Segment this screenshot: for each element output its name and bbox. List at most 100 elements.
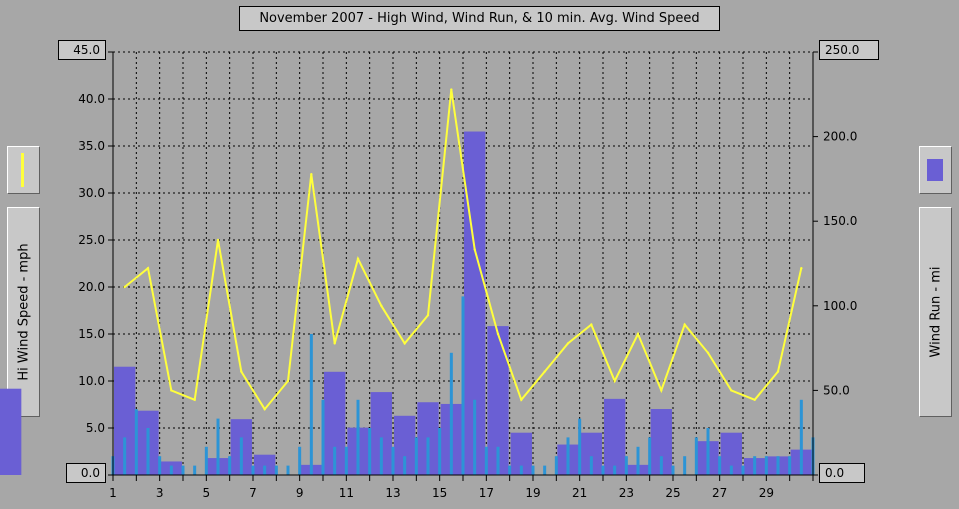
- hi-wind-point: [520, 398, 523, 401]
- avg-speed-bar: [519, 465, 523, 475]
- avg-speed-bar: [123, 437, 127, 475]
- avg-speed-bar: [321, 399, 325, 475]
- avg-speed-bar: [788, 456, 792, 475]
- avg-speed-bar: [344, 446, 348, 475]
- wind-run-bar: [510, 432, 532, 475]
- x-tick-label: 17: [479, 486, 494, 500]
- avg-speed-bar: [753, 456, 757, 475]
- avg-speed-bar: [356, 399, 360, 475]
- x-tick-label: 25: [665, 486, 680, 500]
- avg-speed-bar: [216, 418, 220, 475]
- avg-speed-bar: [624, 456, 628, 475]
- hi-wind-line-swatch: [21, 153, 24, 187]
- avg-speed-bar: [508, 465, 512, 475]
- hi-wind-point: [403, 342, 406, 345]
- avg-speed-bar: [181, 465, 185, 475]
- avg-speed-bar: [659, 456, 663, 475]
- avg-speed-bar: [578, 418, 582, 475]
- hi-wind-point: [310, 173, 313, 176]
- hi-wind-point: [543, 370, 546, 373]
- hi-wind-point: [170, 389, 173, 392]
- chart-title: November 2007 - High Wind, Wind Run, & 1…: [239, 6, 720, 31]
- right-tick-label: 200.0: [823, 130, 857, 144]
- avg-speed-bar: [169, 465, 173, 475]
- avg-speed-bar: [204, 446, 208, 475]
- avg-speed-bar: [239, 437, 243, 475]
- hi-wind-point: [216, 238, 220, 242]
- right-tick-label: 50.0: [823, 383, 850, 397]
- x-tick-label: 11: [339, 486, 354, 500]
- avg-speed-bar: [274, 465, 278, 475]
- wind-run-bar: [720, 432, 742, 475]
- left-tick-label: 5.0: [86, 421, 105, 435]
- avg-speed-bar: [671, 465, 675, 475]
- left-tick-label: 35.0: [78, 139, 105, 153]
- hi-wind-point: [613, 379, 616, 383]
- hi-wind-point: [240, 370, 243, 373]
- avg-speed-bar: [391, 446, 395, 475]
- right-axis-max-box: 250.0: [819, 40, 879, 60]
- hi-wind-point: [146, 267, 150, 270]
- x-tick-label: 9: [296, 486, 304, 500]
- avg-speed-bar: [636, 446, 640, 475]
- avg-speed-bar: [484, 446, 488, 475]
- avg-speed-bar: [718, 456, 722, 475]
- avg-speed-bar: [543, 465, 547, 475]
- x-tick-label: 5: [203, 486, 211, 500]
- hi-wind-point: [496, 332, 500, 336]
- hi-wind-point: [356, 257, 360, 260]
- avg-speed-bar: [683, 456, 687, 475]
- avg-speed-bar: [473, 399, 477, 475]
- wind-run-bar: [254, 454, 276, 475]
- x-tick-label: 15: [432, 486, 447, 500]
- avg-speed-bar: [461, 296, 465, 475]
- hi-wind-point: [426, 314, 430, 317]
- avg-speed-bar: [263, 465, 267, 475]
- avg-speed-bar: [228, 456, 232, 475]
- avg-speed-bar: [648, 437, 652, 475]
- hi-wind-point: [590, 323, 593, 326]
- wind-run-bar: [580, 432, 602, 475]
- avg-speed-bar: [554, 456, 558, 475]
- right-tick-label: 100.0: [823, 299, 857, 313]
- avg-speed-bar: [158, 456, 162, 475]
- hi-wind-point: [753, 398, 756, 401]
- left-legend-swatch-box: [7, 146, 40, 194]
- hi-wind-point: [123, 285, 126, 289]
- avg-speed-bar: [286, 465, 290, 475]
- wind-run-bar: [324, 371, 346, 475]
- left-axis-max-box: 45.0: [58, 40, 106, 60]
- avg-speed-bar: [799, 399, 803, 475]
- avg-speed-bar: [706, 428, 710, 475]
- avg-speed-bar: [134, 409, 138, 475]
- x-tick-label: 13: [385, 486, 400, 500]
- avg-speed-bar: [379, 437, 383, 475]
- avg-speed-bar: [496, 446, 500, 475]
- avg-speed-bar: [193, 465, 197, 475]
- hi-wind-point: [380, 304, 383, 307]
- avg-speed-bar: [368, 428, 372, 475]
- hi-wind-point: [660, 389, 663, 392]
- avg-speed-bar: [333, 446, 337, 475]
- wind-run-bar: [114, 366, 136, 475]
- wind-run-bar: [0, 388, 22, 475]
- right-legend-swatch-box: [919, 146, 952, 194]
- left-axis-min-box: 0.0: [66, 463, 106, 483]
- hi-wind-point: [333, 342, 336, 345]
- avg-speed-bar: [414, 437, 418, 475]
- right-axis-label-box: Wind Run - mi: [919, 207, 952, 417]
- avg-speed-bar: [309, 334, 313, 475]
- right-tick-label: 150.0: [823, 214, 857, 228]
- hi-wind-point: [730, 389, 733, 392]
- hi-wind-line: [124, 89, 803, 411]
- hi-wind-point: [776, 370, 780, 373]
- avg-speed-bar: [438, 428, 442, 475]
- x-tick-label: 21: [572, 486, 587, 500]
- avg-speed-bar: [146, 428, 150, 475]
- left-tick-label: 20.0: [78, 280, 105, 294]
- hi-wind-point: [706, 351, 710, 354]
- avg-speed-bar: [776, 456, 780, 475]
- x-tick-label: 3: [156, 486, 164, 500]
- avg-speed-bar: [601, 465, 605, 475]
- avg-speed-bar: [426, 437, 430, 475]
